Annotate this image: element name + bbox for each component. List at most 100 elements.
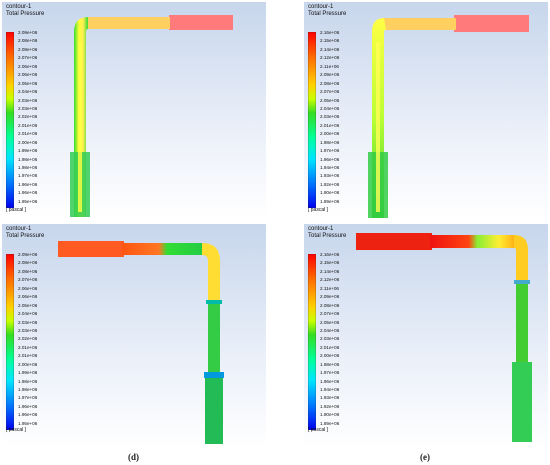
- scale-tick-label: 2.08e+06: [18, 268, 38, 274]
- scale-tick-label: 1.97e+06: [18, 173, 38, 179]
- scale-tick-label: 2.09e+06: [320, 72, 340, 78]
- unit-label: [ pascal ]: [6, 207, 27, 213]
- scale-tick-label: 2.12e+06: [320, 277, 340, 283]
- scale-tick-label: 1.93e+06: [320, 395, 340, 401]
- pipe-geometry: [58, 241, 224, 444]
- scale-tick-label: 1.96e+06: [18, 190, 38, 196]
- color-scale-bar: [6, 32, 14, 208]
- scale-tick-label: 2.07e+06: [18, 277, 38, 283]
- contour-name: contour-1: [6, 4, 32, 10]
- scale-labels: 2.09e+06 2.08e+06 2.08e+06 2.07e+06 2.06e+06…: [18, 251, 37, 428]
- scale-tick-label: 2.05e+06: [320, 97, 340, 103]
- color-scale-bar: [308, 254, 316, 430]
- scale-tick-label: 1.95e+06: [18, 420, 38, 426]
- scale-tick-label: 2.07e+06: [320, 311, 340, 317]
- scale-tick-label: 2.08e+06: [18, 38, 38, 44]
- scale-tick-label: 2.03e+06: [320, 114, 340, 120]
- scale-tick-label: 2.07e+06: [18, 55, 38, 61]
- scale-tick-label: 1.96e+06: [320, 156, 340, 162]
- scale-tick-label: 1.90e+06: [320, 412, 340, 418]
- caption-d: (d): [128, 452, 139, 462]
- scale-tick-label: 1.96e+06: [18, 181, 38, 187]
- scale-tick-label: 2.08e+06: [320, 80, 340, 86]
- scale-tick-label: 2.14e+06: [320, 46, 340, 52]
- contour-title: contour-1 Total Pressure: [6, 4, 44, 18]
- scale-tick-label: 1.99e+06: [18, 370, 38, 376]
- pipe-geometry: [356, 233, 532, 442]
- contour-name: contour-1: [6, 226, 32, 232]
- scale-tick-label: 2.01e+06: [320, 344, 340, 350]
- contour-name: contour-1: [308, 4, 334, 10]
- scale-tick-label: 2.01e+06: [18, 122, 38, 128]
- scale-tick-label: 2.04e+06: [320, 105, 340, 111]
- scale-tick-label: 1.98e+06: [320, 139, 340, 145]
- scale-tick-label: 1.97e+06: [320, 148, 340, 154]
- scale-tick-label: 2.01e+06: [320, 122, 340, 128]
- scale-tick-label: 2.06e+06: [18, 72, 38, 78]
- scale-tick-label: 2.01e+06: [18, 344, 38, 350]
- scale-tick-label: 1.89e+06: [320, 420, 340, 426]
- contour-panel-e: contour-1 Total Pressure 2.16e+06 2.15e+0…: [304, 224, 548, 448]
- scale-tick-label: 2.04e+06: [18, 311, 38, 317]
- contour-quantity: Total Pressure: [308, 233, 347, 239]
- scale-tick-label: 1.93e+06: [320, 173, 340, 179]
- scale-tick-label: 2.00e+06: [18, 139, 38, 145]
- pipe-geometry: [368, 15, 529, 218]
- scale-tick-label: 1.94e+06: [320, 165, 340, 170]
- scale-tick-label: 2.08e+06: [18, 260, 38, 266]
- scale-tick-label: 1.96e+06: [320, 378, 340, 384]
- unit-label: [ pascal ]: [6, 427, 27, 433]
- caption-e: (e): [420, 452, 430, 462]
- scale-tick-label: 2.03e+06: [18, 327, 38, 333]
- scale-tick-label: 2.09e+06: [320, 294, 340, 300]
- scale-tick-label: 1.98e+06: [18, 156, 38, 162]
- scale-tick-label: 1.98e+06: [320, 361, 340, 367]
- scale-tick-label: 2.11e+06: [320, 63, 339, 69]
- scale-tick-label: 2.02e+06: [18, 114, 38, 120]
- scale-tick-label: 2.08e+06: [320, 302, 340, 308]
- unit-label: [ pascal ]: [308, 427, 329, 433]
- scale-tick-label: 2.05e+06: [18, 80, 38, 86]
- scale-tick-label: 2.03e+06: [18, 319, 38, 325]
- scale-tick-label: 2.11e+06: [320, 285, 339, 291]
- contour-title: contour-1 Total Pressure: [308, 4, 346, 18]
- color-scale-bar: [308, 32, 316, 208]
- scale-tick-label: 2.03e+06: [18, 97, 38, 103]
- scale-tick-label: 2.12e+06: [320, 55, 340, 61]
- contour-title: contour-1 Total Pressure: [6, 226, 44, 240]
- scale-tick-label: 2.15e+06: [320, 260, 340, 266]
- scale-tick-label: 2.00e+06: [320, 353, 340, 359]
- color-scale-bar: [6, 254, 14, 430]
- scale-tick-label: 1.89e+06: [320, 198, 340, 204]
- scale-labels: 2.16e+06 2.15e+06 2.14e+06 2.12e+06 2.11e+06…: [320, 29, 339, 206]
- contour-panel-d: contour-1 Total Pressure 2.09e+06 2.08e+0…: [2, 224, 266, 448]
- scale-tick-label: 2.05e+06: [18, 302, 38, 308]
- contour-quantity: Total Pressure: [308, 11, 347, 17]
- contour-title: contour-1 Total Pressure: [308, 226, 346, 240]
- scale-tick-label: 2.15e+06: [320, 38, 340, 44]
- scale-tick-label: 2.07e+06: [320, 89, 340, 95]
- scale-tick-label: 2.01e+06: [18, 353, 38, 359]
- unit-label: [ pascal ]: [308, 207, 329, 213]
- scale-tick-label: 1.98e+06: [18, 378, 38, 384]
- scale-tick-label: 2.14e+06: [320, 268, 340, 274]
- scale-tick-label: 2.04e+06: [18, 89, 38, 95]
- scale-tick-label: 1.97e+06: [18, 395, 38, 401]
- scale-tick-label: 1.98e+06: [18, 387, 38, 392]
- scale-tick-label: 2.06e+06: [18, 294, 38, 300]
- scale-tick-label: 2.08e+06: [18, 46, 38, 52]
- scale-tick-label: 1.92e+06: [320, 403, 340, 409]
- scale-tick-label: 2.09e+06: [18, 252, 38, 257]
- scale-tick-label: 2.09e+06: [18, 30, 38, 35]
- scale-tick-label: 2.06e+06: [18, 63, 38, 69]
- scale-tick-label: 1.96e+06: [18, 412, 38, 418]
- contour-panel-top-right: contour-1 Total Pressure 2.16e+06 2.15e+0…: [304, 2, 548, 218]
- scale-tick-label: 1.96e+06: [18, 403, 38, 409]
- scale-tick-label: 2.03e+06: [320, 336, 340, 342]
- contour-panel-top-left: contour-1 Total Pressure 2.09e+06 2.08e+0…: [2, 2, 266, 218]
- scale-tick-label: 1.95e+06: [18, 198, 38, 204]
- scale-tick-label: 2.04e+06: [320, 327, 340, 333]
- scale-tick-label: 2.00e+06: [18, 361, 38, 367]
- contour-quantity: Total Pressure: [6, 233, 45, 239]
- contour-quantity: Total Pressure: [6, 11, 45, 17]
